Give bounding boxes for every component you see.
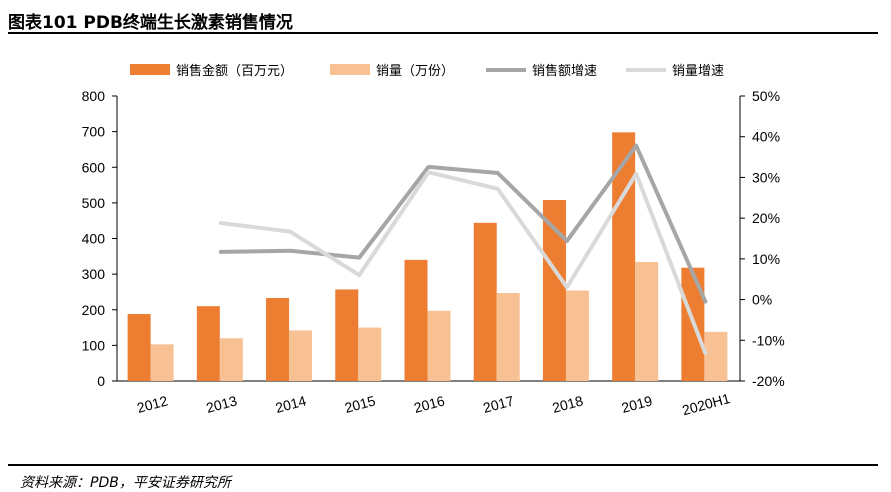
bar-sales-volume xyxy=(565,290,589,381)
bar-sales-volume xyxy=(289,330,313,381)
left-tick-label: 500 xyxy=(82,195,106,211)
bar-sales-volume xyxy=(427,310,451,381)
x-tick-label: 2012 xyxy=(135,392,169,416)
right-tick-label: 40% xyxy=(752,129,780,145)
right-tick-label: -20% xyxy=(752,373,785,389)
left-tick-label: 0 xyxy=(97,373,105,389)
bar-sales-amount xyxy=(404,259,428,381)
x-tick-label: 2016 xyxy=(412,392,446,416)
left-tick-label: 700 xyxy=(82,124,106,140)
x-tick-label: 2017 xyxy=(481,392,515,416)
right-tick-label: 30% xyxy=(752,169,780,185)
bar-sales-amount xyxy=(266,297,290,381)
bar-sales-volume xyxy=(358,327,382,381)
left-tick-label: 400 xyxy=(82,231,106,247)
title-bar: 图表101 PDB终端生长激素销售情况 xyxy=(8,6,878,34)
bar-sales-amount xyxy=(335,289,359,381)
left-tick-label: 100 xyxy=(82,337,106,353)
bar-sales-volume xyxy=(635,262,659,381)
right-tick-label: 0% xyxy=(752,292,772,308)
bar-sales-amount xyxy=(127,314,151,381)
bar-sales-amount xyxy=(612,132,636,381)
right-tick-label: 20% xyxy=(752,210,780,226)
bar-sales-volume xyxy=(219,338,243,381)
line-sales-growth xyxy=(218,143,708,304)
x-tick-label: 2019 xyxy=(620,392,654,416)
legend-label: 销售额增速 xyxy=(532,63,597,79)
right-tick-label: 10% xyxy=(752,251,780,267)
source-bar: 资料来源：PDB，平安证券研究所 xyxy=(8,464,878,491)
right-tick-label: -10% xyxy=(752,332,785,348)
chart: 0 100 200 300 400 500 600 700 800 -20% -10% 0% 10% 20… xyxy=(82,63,785,418)
bar-sales-amount xyxy=(473,222,497,381)
legend-swatch xyxy=(330,64,370,75)
x-tick-label: 2018 xyxy=(551,392,585,416)
bar-sales-amount xyxy=(542,200,566,381)
left-tick-label: 600 xyxy=(82,159,106,175)
x-tick-label: 2014 xyxy=(274,392,308,416)
bar-sales-volume xyxy=(150,344,174,381)
legend-label: 销量（万份） xyxy=(376,64,454,79)
legend-swatch xyxy=(130,64,170,75)
bar-sales-volume xyxy=(704,331,728,381)
right-tick-label: 50% xyxy=(752,88,780,104)
source-note: 资料来源：PDB，平安证券研究所 xyxy=(20,475,231,491)
legend-label: 销售金额（百万元） xyxy=(176,63,293,79)
line-volume-growth xyxy=(218,170,708,356)
left-tick-label: 800 xyxy=(82,88,106,104)
x-tick-label: 2020H1 xyxy=(680,390,732,418)
legend-label: 销量增速 xyxy=(672,64,724,79)
x-tick-label: 2013 xyxy=(204,392,238,416)
left-tick-label: 200 xyxy=(82,302,106,318)
left-tick-label: 300 xyxy=(82,266,106,282)
bar-sales-amount xyxy=(196,306,220,381)
chart-title: 图表101 PDB终端生长激素销售情况 xyxy=(8,13,293,33)
x-tick-label: 2015 xyxy=(343,392,377,416)
bar-sales-volume xyxy=(496,293,520,381)
